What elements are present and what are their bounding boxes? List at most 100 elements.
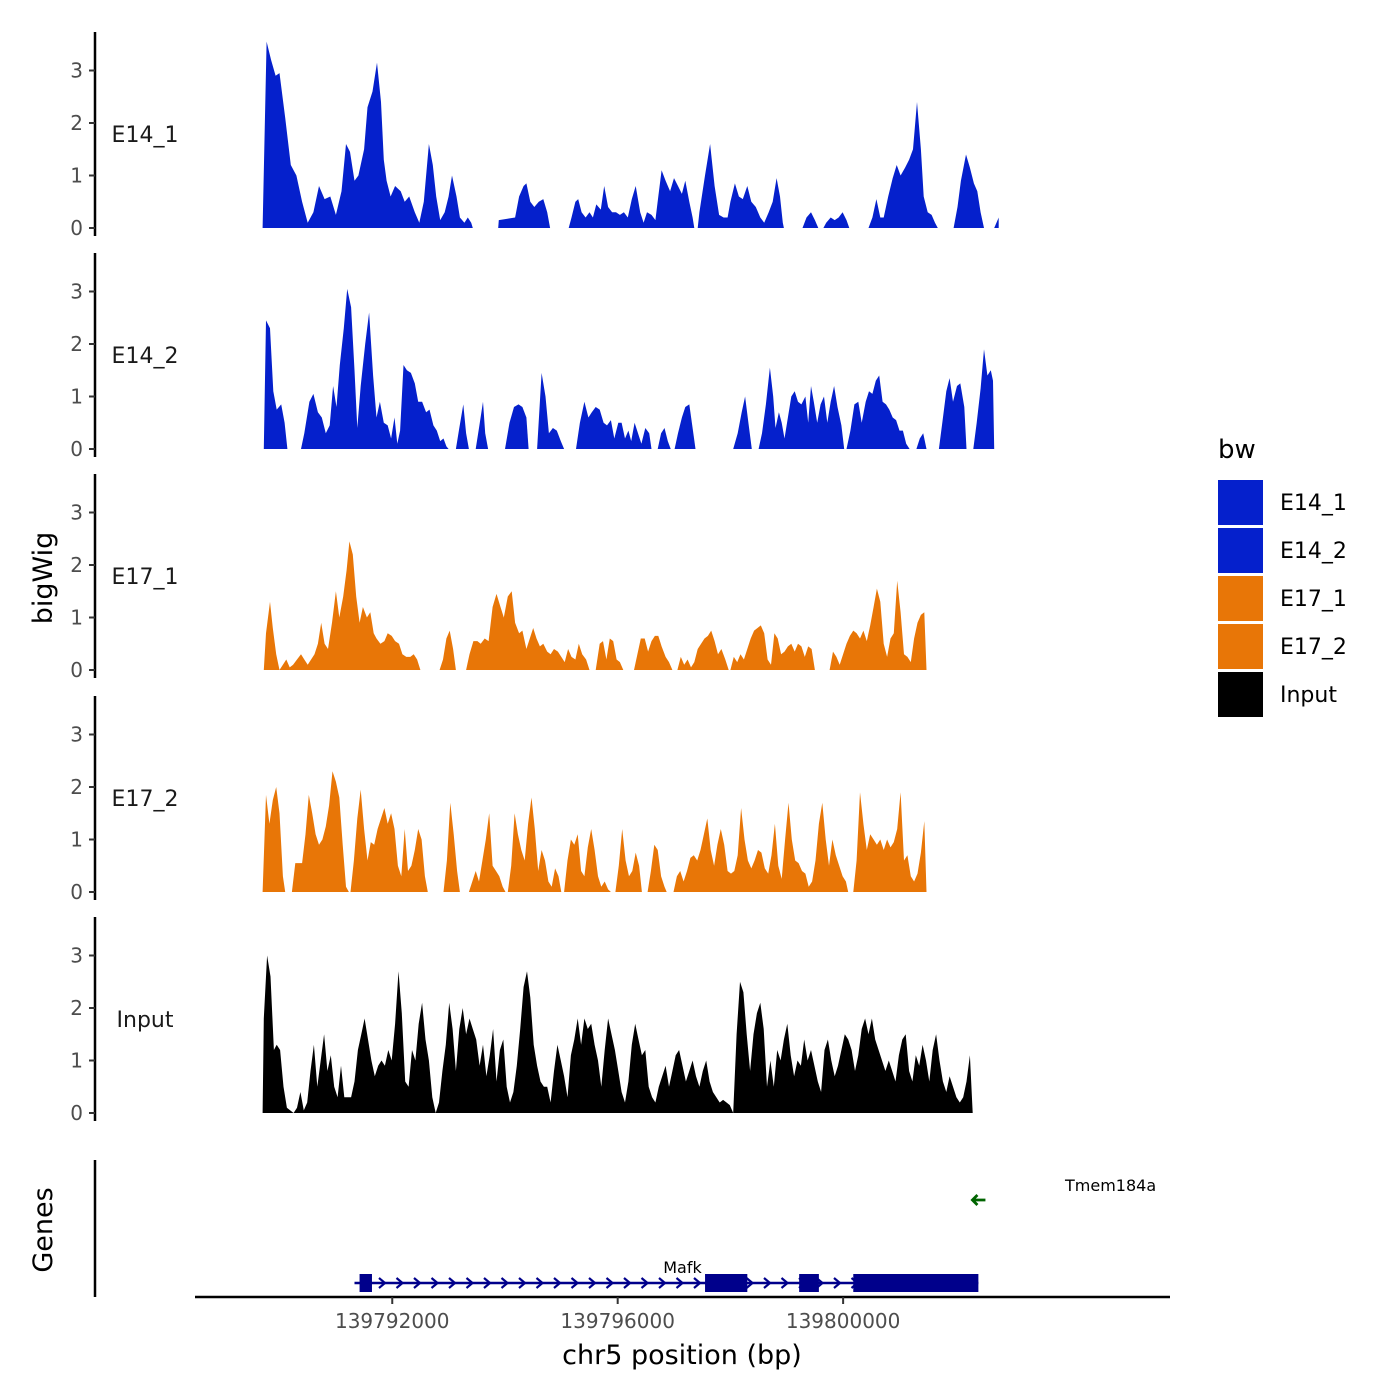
legend-swatch-input [1218, 672, 1263, 717]
signal-area-e14-1 [262, 41, 473, 228]
signal-area-e14-2 [576, 401, 652, 449]
label-clip-mask [1172, 1170, 1212, 1200]
strand-arrow [970, 1194, 986, 1206]
signal-area-e14-1 [953, 154, 984, 228]
signal-area-e14-2 [657, 428, 671, 449]
signal-area-e17-1 [634, 635, 673, 670]
y-tick-label-input: 1 [70, 1049, 83, 1073]
signal-area-e17-2 [468, 813, 506, 892]
signal-area-e17-2 [443, 802, 460, 892]
signal-area-e17-2 [615, 829, 642, 892]
y-tick-label-e14-2: 1 [70, 385, 83, 409]
signal-area-e14-1 [802, 212, 819, 228]
genes-layer: Mafk Tmem184a [354, 1170, 1212, 1292]
y-tick-label-e17-2: 2 [70, 775, 83, 799]
signal-area-e14-2 [973, 349, 995, 449]
signal-area-e14-2 [301, 288, 449, 449]
signal-area-input [262, 955, 973, 1113]
signal-area-e14-2 [938, 378, 967, 449]
tracks-layer [262, 41, 999, 1113]
legend: bw E14_1 E14_2 E17_1 E17_2 Input [1218, 435, 1347, 717]
strand-arrow [745, 1277, 755, 1289]
track-input [262, 955, 973, 1113]
y-tick-label-e14-2: 2 [70, 332, 83, 356]
signal-area-e17-2 [647, 844, 667, 892]
strand-arrow [570, 1277, 580, 1289]
strand-arrow [395, 1277, 405, 1289]
signal-area-e17-2 [507, 797, 562, 892]
exon-block [359, 1274, 372, 1292]
strand-arrow [465, 1277, 475, 1289]
signal-area-e17-1 [263, 541, 421, 670]
exon-block [799, 1274, 819, 1292]
strand-arrow [605, 1277, 615, 1289]
strand-arrow [378, 1277, 387, 1289]
strand-arrow [640, 1277, 650, 1289]
strand-arrow [448, 1277, 457, 1289]
signal-area-e14-2 [537, 372, 565, 449]
legend-label-e17-1: E17_1 [1280, 587, 1347, 612]
track-e14-1 [262, 41, 999, 228]
strand-arrow [763, 1277, 772, 1289]
signal-area-e17-1 [829, 580, 927, 670]
y-tick-label-input: 2 [70, 996, 83, 1020]
signal-area-e14-2 [758, 367, 845, 449]
signal-area-e17-1 [677, 630, 729, 670]
legend-swatch-e17-2 [1218, 624, 1263, 669]
x-tick-label: 139800000 [786, 1309, 901, 1333]
y-tick-label-e14-1: 2 [70, 111, 83, 135]
gene-tmem184a: Tmem184a [970, 1176, 1156, 1206]
signal-area-e14-2 [674, 404, 696, 449]
signal-area-e14-1 [498, 183, 551, 228]
y-tick-label-e17-2: 3 [70, 723, 83, 747]
y-tick-label-e14-2: 0 [70, 437, 83, 461]
signal-area-e14-2 [846, 375, 910, 449]
signal-area-e17-1 [595, 638, 624, 670]
strand-arrow [588, 1277, 597, 1289]
y-axis-title: bigWig [28, 532, 59, 625]
y-tick-label-input: 3 [70, 944, 83, 968]
x-axis-title: chr5 position (bp) [562, 1340, 802, 1371]
signal-area-e17-2 [853, 792, 927, 892]
signal-area-e17-2 [673, 802, 849, 892]
y-tick-label-e17-1: 2 [70, 553, 83, 577]
strand-arrow [413, 1277, 422, 1289]
signal-area-e17-2 [564, 829, 611, 892]
strand-arrow [500, 1277, 510, 1289]
gene-label-mafk: Mafk [663, 1258, 702, 1277]
legend-label-input: Input [1280, 683, 1337, 708]
x-tick-label: 139792000 [335, 1309, 450, 1333]
y-tick-label-e14-1: 0 [70, 216, 83, 240]
signal-area-e14-1 [568, 170, 695, 228]
strand-arrow [535, 1277, 545, 1289]
signal-area-e14-2 [455, 404, 469, 449]
y-tick-label-e17-1: 0 [70, 658, 83, 682]
y-tick-label-e17-2: 0 [70, 880, 83, 904]
strand-arrow [483, 1277, 492, 1289]
x-tick-label: 139796000 [560, 1309, 675, 1333]
exon-block [705, 1274, 748, 1292]
y-tick-label-e17-1: 1 [70, 606, 83, 630]
strand-arrow [693, 1277, 702, 1289]
strand-arrow [658, 1277, 667, 1289]
strand-arrow [430, 1277, 440, 1289]
signal-area-e17-1 [439, 630, 456, 670]
signal-area-e14-1 [823, 212, 850, 228]
genes-axis-title: Genes [28, 1187, 59, 1272]
y-tick-label-input: 0 [70, 1101, 83, 1125]
signal-area-e17-2 [291, 771, 349, 892]
track-label-e14-1: E14_1 [112, 123, 179, 148]
y-tick-label-e14-1: 3 [70, 59, 83, 83]
strand-arrow [833, 1277, 842, 1289]
legend-label-e17-2: E17_2 [1280, 635, 1347, 660]
signal-area-e14-2 [475, 401, 489, 449]
legend-label-e14-2: E14_2 [1280, 539, 1347, 564]
signal-area-e17-2 [262, 787, 286, 892]
signal-area-e14-2 [733, 396, 752, 449]
track-label-input: Input [117, 1008, 174, 1033]
axes-layer: 0 1 2 3 E14_1 0 1 2 3 E14_2 0 1 2 3 E17_1 0 1 2 3 E17_2 0 1 2 3… [70, 32, 1170, 1333]
track-e14-2 [263, 288, 995, 449]
track-label-e14-2: E14_2 [112, 344, 179, 369]
signal-area-e14-2 [916, 433, 927, 449]
